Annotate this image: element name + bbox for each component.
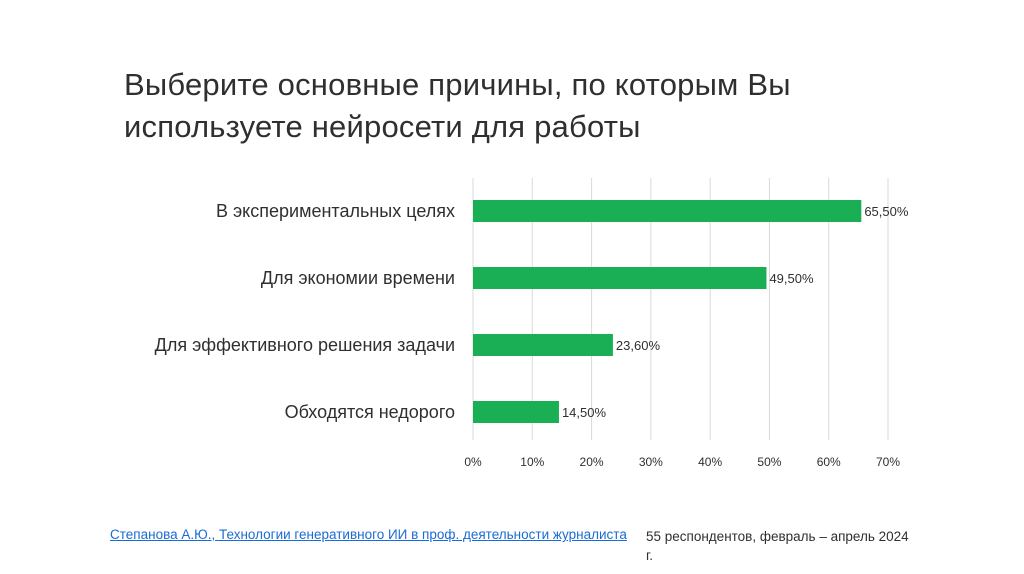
respondents-note: 55 респондентов, февраль – апрель 2024 г… [646,529,909,563]
x-tick-label: 40% [698,455,722,469]
x-tick-label: 50% [757,455,781,469]
bar [473,267,767,289]
data-label: 14,50% [562,405,607,420]
x-tick-label: 0% [464,455,482,469]
data-label: 65,50% [864,204,909,219]
x-tick-label: 30% [639,455,663,469]
data-label: 49,50% [769,271,814,286]
source-link[interactable]: Степанова А.Ю., Технологии генеративного… [110,527,627,542]
x-tick-label: 60% [817,455,841,469]
x-tick-label: 20% [580,455,604,469]
bar [473,200,862,222]
x-tick-label: 70% [876,455,900,469]
category-label: Для экономии времени [261,268,455,288]
slide-title: Выберите основные причины, по которым Вы… [124,67,791,144]
category-label: Для эффективного решения задачи [155,335,455,355]
bars [473,200,862,423]
category-label: Обходятся недорого [285,402,455,422]
category-label: В экспериментальных целях [216,201,455,221]
x-tick-label: 10% [520,455,544,469]
bar [473,334,613,356]
data-label: 23,60% [616,338,661,353]
labels: 0% 10% 20% 30% 40% 50% 60% 70% В экспериментальн… [155,201,909,469]
bar [473,401,559,423]
